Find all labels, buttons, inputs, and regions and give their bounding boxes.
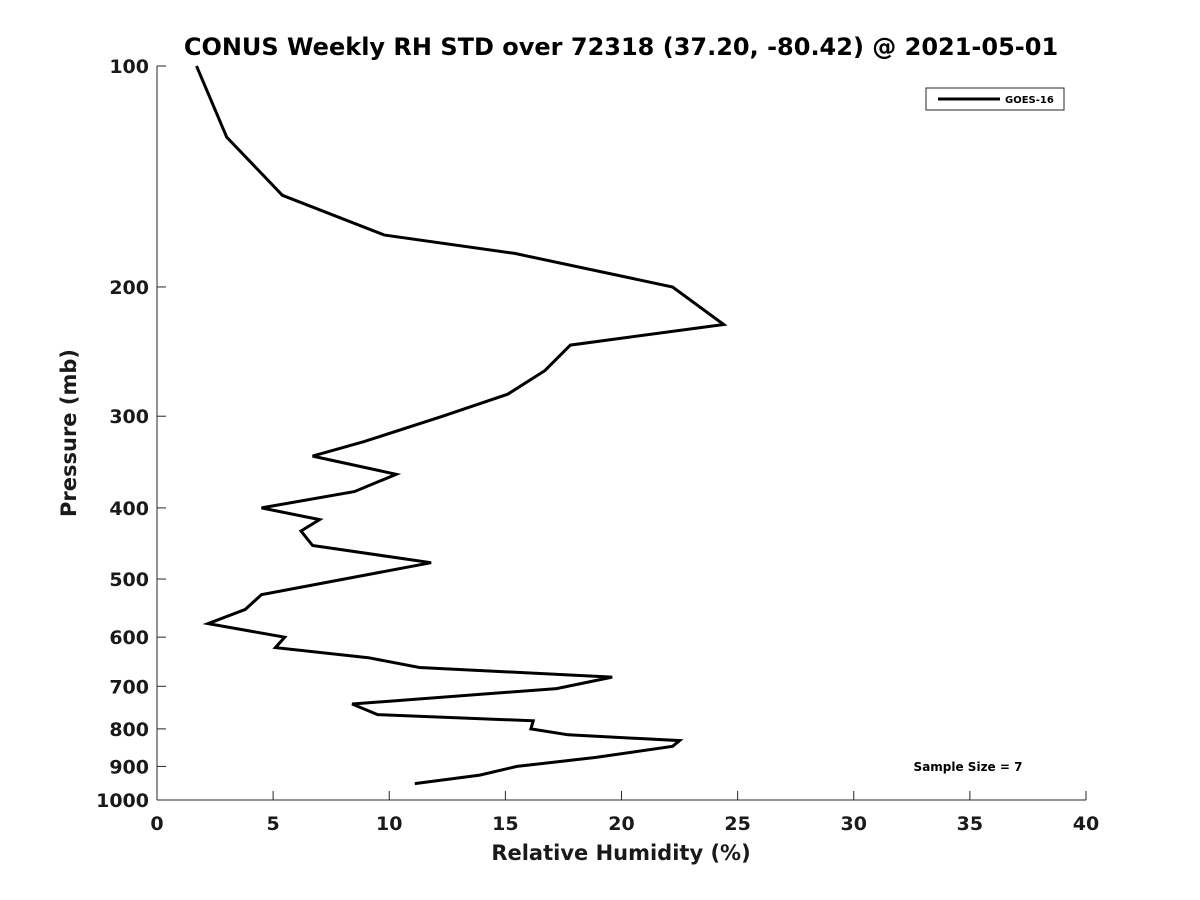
y-axis-label: Pressure (mb) — [57, 349, 81, 517]
y-tick-label: 700 — [109, 676, 149, 698]
x-axis-ticks: 0 5 10 15 20 25 30 35 40 — [150, 791, 1099, 835]
y-tick-label: 100 — [109, 56, 149, 78]
x-tick-label: 15 — [492, 813, 518, 835]
sample-size-annotation: Sample Size = 7 — [914, 760, 1023, 774]
y-tick-label: 500 — [109, 569, 149, 591]
x-tick-label: 5 — [267, 813, 280, 835]
y-tick-label: 400 — [109, 498, 149, 520]
x-tick-label: 30 — [841, 813, 867, 835]
x-tick-label: 25 — [724, 813, 750, 835]
y-tick-label: 600 — [109, 627, 149, 649]
legend-label: GOES-16 — [1005, 95, 1054, 106]
legend: GOES-16 — [925, 87, 1065, 111]
x-axis-label: Relative Humidity (%) — [491, 841, 750, 865]
chart-title: CONUS Weekly RH STD over 72318 (37.20, -… — [184, 33, 1058, 61]
x-tick-label: 0 — [150, 813, 163, 835]
y-tick-label: 200 — [109, 277, 149, 299]
series-layer — [195, 65, 728, 786]
y-tick-label: 800 — [109, 719, 149, 741]
x-tick-label: 10 — [376, 813, 402, 835]
y-tick-label: 300 — [109, 406, 149, 428]
x-tick-label: 20 — [608, 813, 634, 835]
x-tick-label: 35 — [957, 813, 983, 835]
series-line-goes16 — [195, 65, 728, 786]
y-axis-ticks: 100 200 300 400 500 600 700 800 900 1000 — [96, 56, 166, 812]
y-tick-label: 1000 — [96, 790, 149, 812]
y-tick-label: 900 — [109, 756, 149, 778]
x-tick-label: 40 — [1073, 813, 1099, 835]
